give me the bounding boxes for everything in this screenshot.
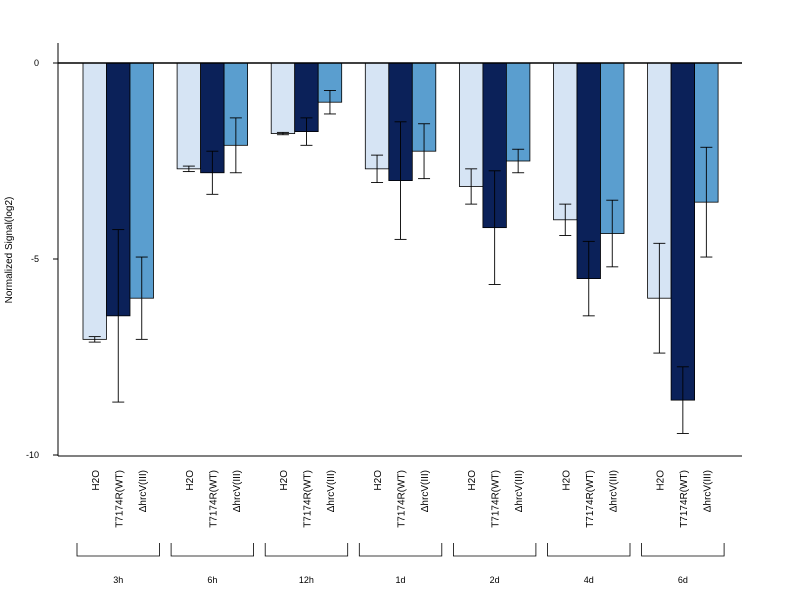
group-label: 6h bbox=[207, 575, 217, 585]
category-label: T7174R(WT) bbox=[585, 470, 596, 528]
plot-area bbox=[57, 43, 742, 457]
group-bracket bbox=[547, 543, 631, 557]
category-label: ΔhrcV(III) bbox=[420, 470, 431, 512]
category-label: ΔhrcV(III) bbox=[138, 470, 149, 512]
group-label: 3h bbox=[113, 575, 123, 585]
group-bracket bbox=[264, 543, 349, 557]
bar bbox=[670, 62, 695, 401]
category-label: ΔhrcV(III) bbox=[608, 470, 619, 512]
category-label: T7174R(WT) bbox=[302, 470, 313, 528]
bar bbox=[82, 62, 107, 340]
bar bbox=[458, 62, 484, 187]
group-bracket bbox=[170, 543, 255, 557]
category-label: T7174R(WT) bbox=[114, 470, 125, 528]
group-bracket bbox=[452, 543, 537, 557]
category-label: H2O bbox=[467, 470, 478, 491]
bar bbox=[176, 62, 202, 170]
group-label: 6d bbox=[678, 575, 688, 585]
category-label: ΔhrcV(III) bbox=[702, 470, 713, 512]
group-bracket bbox=[641, 543, 725, 557]
bar bbox=[270, 62, 296, 134]
group-label: 2d bbox=[490, 575, 500, 585]
group-bracket bbox=[76, 543, 160, 557]
group-label: 4d bbox=[584, 575, 594, 585]
y-tick-label: -5 bbox=[31, 254, 39, 264]
y-tick-label: -10 bbox=[26, 450, 39, 460]
category-label: T7174R(WT) bbox=[491, 470, 502, 528]
category-label: H2O bbox=[561, 470, 572, 491]
category-label: H2O bbox=[279, 470, 290, 491]
category-label: ΔhrcV(III) bbox=[514, 470, 525, 512]
category-label: T7174R(WT) bbox=[679, 470, 690, 528]
category-label: T7174R(WT) bbox=[397, 470, 408, 528]
bar bbox=[553, 62, 578, 221]
error-bars-layer bbox=[58, 62, 742, 434]
category-label: ΔhrcV(III) bbox=[326, 470, 337, 512]
group-label: 1d bbox=[396, 575, 406, 585]
category-label: H2O bbox=[91, 470, 102, 491]
category-label: H2O bbox=[655, 470, 666, 491]
category-label: H2O bbox=[373, 470, 384, 491]
group-label: 12h bbox=[299, 575, 314, 585]
y-axis: 0 -5 -10 bbox=[26, 58, 58, 460]
x-axis-labels: H2O T7174R(WT) ΔhrcV(III) 3h H2O T7174R(WT) Δh… bbox=[76, 470, 725, 585]
group-bracket bbox=[358, 543, 443, 557]
bars-layer bbox=[82, 62, 719, 401]
bar bbox=[364, 62, 390, 170]
category-label: ΔhrcV(III) bbox=[232, 470, 243, 512]
category-label: T7174R(WT) bbox=[208, 470, 219, 528]
y-tick-label: 0 bbox=[34, 58, 39, 68]
bar bbox=[505, 62, 531, 162]
category-label: H2O bbox=[185, 470, 196, 491]
y-axis-title: Normalized Signal(log2) bbox=[4, 197, 15, 304]
